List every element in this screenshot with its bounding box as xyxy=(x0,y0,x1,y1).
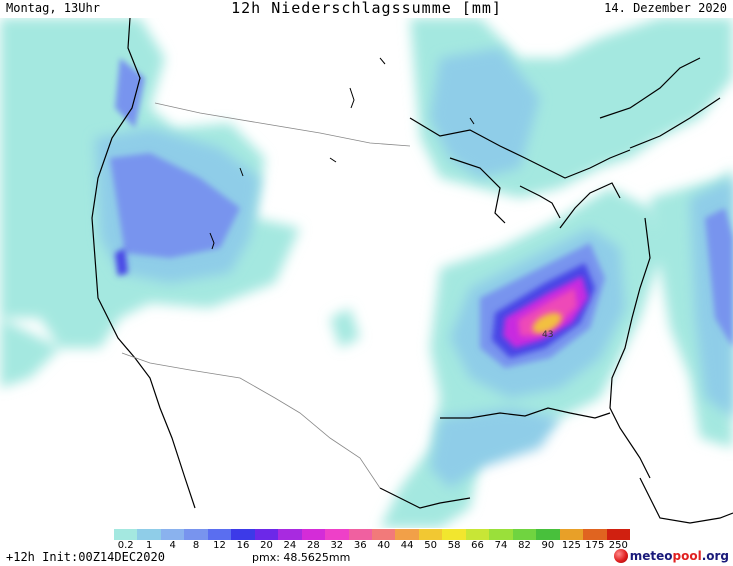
legend-swatch xyxy=(465,529,490,540)
legend-swatch xyxy=(160,529,185,540)
country-borders xyxy=(121,102,411,489)
brand-part-org: .org xyxy=(701,549,729,563)
legend-tick-label: 16 xyxy=(236,540,250,551)
legend-tick-label: 90 xyxy=(541,540,555,551)
legend-swatch xyxy=(184,529,208,540)
legend-tick-label: 40 xyxy=(377,540,391,551)
legend-tick-label: 12 xyxy=(213,540,226,551)
legend-tick-label: 125 xyxy=(561,540,581,551)
legend-tick-label: 24 xyxy=(283,540,297,551)
precipitation-map: 43 xyxy=(0,18,733,528)
legend-swatch xyxy=(395,529,419,540)
legend-tick-label: 82 xyxy=(518,540,531,551)
legend-tick-label: 28 xyxy=(306,540,320,551)
max-value-label: 43 xyxy=(542,330,553,340)
legend-tick-label: 20 xyxy=(260,540,273,551)
precipitation-field xyxy=(0,18,733,528)
brand-logo[interactable]: meteo pool .org xyxy=(613,547,729,565)
globe-icon xyxy=(613,549,628,563)
legend-swatch xyxy=(231,529,255,540)
legend-swatch xyxy=(114,529,138,540)
legend-swatch xyxy=(278,529,302,540)
precip-peak-area xyxy=(532,312,562,334)
legend-swatch xyxy=(418,529,443,540)
legend-swatch xyxy=(606,529,630,540)
lake-outlines xyxy=(209,57,475,250)
map-title: 12h Niederschlagssumme [mm] xyxy=(231,0,502,17)
legend-swatch xyxy=(559,529,584,540)
legend-swatch xyxy=(348,529,372,540)
legend-swatch xyxy=(442,529,466,540)
legend-tick-label: 74 xyxy=(494,540,508,551)
legend-tick-label: 250 xyxy=(608,540,628,551)
forecast-date: 14. Dezember 2020 xyxy=(604,1,727,15)
forecast-day-time: Montag, 13Uhr xyxy=(6,1,100,15)
legend-swatch xyxy=(583,529,607,540)
precip-extreme-area xyxy=(518,288,577,336)
legend-tick-label: 50 xyxy=(424,540,437,551)
legend-swatch xyxy=(207,529,232,540)
map-canvas: 43 xyxy=(0,18,733,528)
legend-swatch xyxy=(489,529,513,540)
brand-part-meteo: meteo xyxy=(629,549,673,563)
legend-labels: 0.2 1 4 8 12 16 20 24 28 32 36 40 44 50 58 66 74 82 90 125 1… xyxy=(114,540,630,552)
legend-colorbar xyxy=(114,529,630,540)
pmx-value: pmx: 48.5625mm xyxy=(252,551,351,564)
legend-swatch xyxy=(371,529,396,540)
brand-part-pool: pool xyxy=(672,549,702,563)
coastlines xyxy=(91,18,733,524)
legend-swatch xyxy=(137,529,161,540)
legend-tick-label: 66 xyxy=(471,540,484,551)
legend-tick-label: 32 xyxy=(330,540,344,551)
run-info: +12h Init:00Z14DEC2020 xyxy=(6,550,165,564)
legend-tick-label: 36 xyxy=(353,540,367,551)
legend-tick-label: 58 xyxy=(447,540,461,551)
legend-tick-label: 8 xyxy=(192,540,200,551)
legend-tick-label: 1 xyxy=(145,540,153,551)
legend-swatch xyxy=(536,529,560,540)
legend-tick-label: 175 xyxy=(585,540,605,551)
legend-swatch xyxy=(301,529,326,540)
legend-swatch xyxy=(325,529,349,540)
legend-tick-label: 44 xyxy=(400,540,414,551)
legend-swatch xyxy=(512,529,537,540)
legend-tick-label: 4 xyxy=(169,540,176,551)
legend-tick-label: 0.2 xyxy=(117,540,134,551)
legend-swatch xyxy=(254,529,279,540)
